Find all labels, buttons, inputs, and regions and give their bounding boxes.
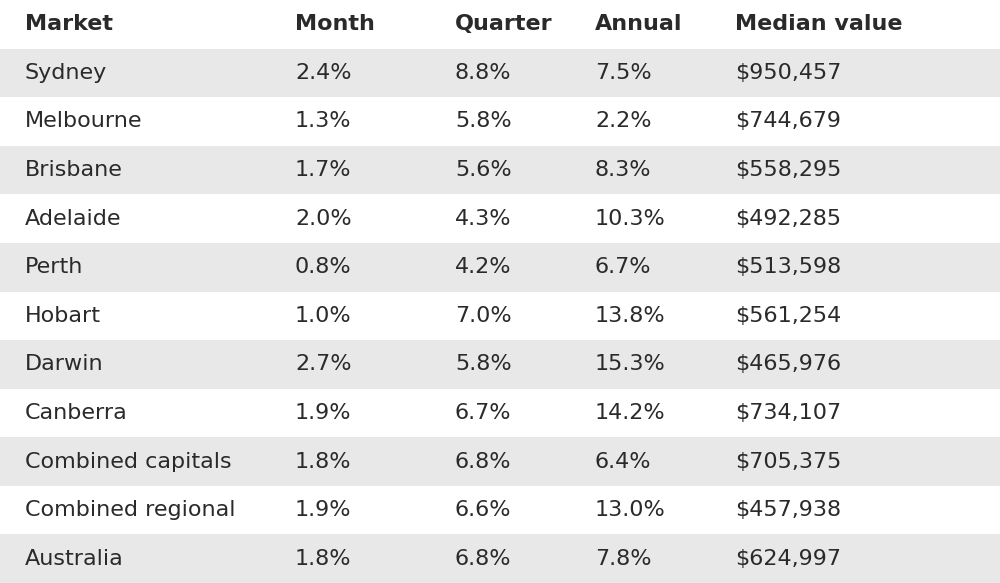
Text: 7.8%: 7.8% (595, 549, 652, 568)
Text: 7.5%: 7.5% (595, 63, 652, 83)
Text: 5.8%: 5.8% (455, 111, 512, 131)
Text: 7.0%: 7.0% (455, 306, 512, 326)
Text: 1.9%: 1.9% (295, 403, 352, 423)
Text: Combined regional: Combined regional (25, 500, 236, 520)
Text: 0.8%: 0.8% (295, 257, 352, 277)
Text: 5.8%: 5.8% (455, 354, 512, 374)
Text: Melbourne: Melbourne (25, 111, 143, 131)
Bar (0, 97, 1000, 146)
Text: 10.3%: 10.3% (595, 209, 666, 229)
Text: 13.0%: 13.0% (595, 500, 666, 520)
Bar (0, 243, 1000, 292)
Text: 2.0%: 2.0% (295, 209, 352, 229)
Text: 1.0%: 1.0% (295, 306, 352, 326)
Text: Perth: Perth (25, 257, 83, 277)
Bar (0, 292, 1000, 340)
Text: $624,997: $624,997 (735, 549, 841, 568)
Text: 6.8%: 6.8% (455, 549, 512, 568)
Text: 4.3%: 4.3% (455, 209, 512, 229)
Text: 15.3%: 15.3% (595, 354, 666, 374)
Bar (0, 146, 1000, 194)
Text: 2.7%: 2.7% (295, 354, 352, 374)
Text: $734,107: $734,107 (735, 403, 841, 423)
Text: $457,938: $457,938 (735, 500, 841, 520)
Text: Median value: Median value (735, 15, 902, 34)
Bar (0, 340, 1000, 389)
Text: 6.4%: 6.4% (595, 452, 652, 472)
Bar (0, 486, 1000, 535)
Bar (0, 389, 1000, 437)
Text: Combined capitals: Combined capitals (25, 452, 232, 472)
Text: Hobart: Hobart (25, 306, 101, 326)
Text: $492,285: $492,285 (735, 209, 841, 229)
Text: Canberra: Canberra (25, 403, 128, 423)
Text: 8.3%: 8.3% (595, 160, 652, 180)
Text: Quarter: Quarter (455, 15, 553, 34)
Text: 1.8%: 1.8% (295, 452, 352, 472)
Text: 6.8%: 6.8% (455, 452, 512, 472)
Text: 6.7%: 6.7% (595, 257, 652, 277)
Text: 2.4%: 2.4% (295, 63, 352, 83)
Bar (0, 0, 1000, 48)
Text: 2.2%: 2.2% (595, 111, 652, 131)
Text: $705,375: $705,375 (735, 452, 841, 472)
Text: 4.2%: 4.2% (455, 257, 512, 277)
Bar (0, 194, 1000, 243)
Text: Australia: Australia (25, 549, 124, 568)
Text: 8.8%: 8.8% (455, 63, 512, 83)
Text: 14.2%: 14.2% (595, 403, 666, 423)
Text: Market: Market (25, 15, 113, 34)
Text: $513,598: $513,598 (735, 257, 841, 277)
Text: $561,254: $561,254 (735, 306, 841, 326)
Text: Sydney: Sydney (25, 63, 107, 83)
Text: Darwin: Darwin (25, 354, 104, 374)
Text: $950,457: $950,457 (735, 63, 841, 83)
Text: Adelaide: Adelaide (25, 209, 122, 229)
Text: 5.6%: 5.6% (455, 160, 512, 180)
Text: 13.8%: 13.8% (595, 306, 666, 326)
Text: $558,295: $558,295 (735, 160, 841, 180)
Text: Month: Month (295, 15, 375, 34)
Text: 6.6%: 6.6% (455, 500, 512, 520)
Text: Brisbane: Brisbane (25, 160, 123, 180)
Text: 1.3%: 1.3% (295, 111, 352, 131)
Bar (0, 535, 1000, 583)
Text: $465,976: $465,976 (735, 354, 841, 374)
Text: 1.7%: 1.7% (295, 160, 352, 180)
Text: 1.8%: 1.8% (295, 549, 352, 568)
Text: 6.7%: 6.7% (455, 403, 512, 423)
Text: 1.9%: 1.9% (295, 500, 352, 520)
Bar (0, 437, 1000, 486)
Text: Annual: Annual (595, 15, 682, 34)
Text: $744,679: $744,679 (735, 111, 841, 131)
Bar (0, 48, 1000, 97)
